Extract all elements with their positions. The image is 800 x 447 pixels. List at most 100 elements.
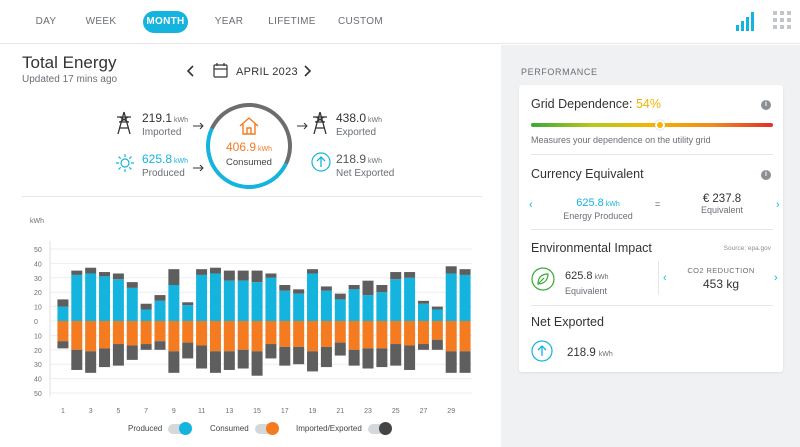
tab-lifetime[interactable]: LIFETIME [268, 16, 316, 27]
info-icon[interactable]: i [761, 100, 771, 110]
imported-stat: 219.1 kWh Imported [142, 109, 188, 138]
bar-imported [182, 342, 194, 359]
bar-produced [265, 277, 277, 321]
divider [531, 154, 773, 155]
grid-dependence-title: Grid Dependence: 54% [531, 97, 661, 111]
tab-week[interactable]: WEEK [85, 16, 117, 27]
bar-produced [459, 274, 471, 321]
bar-exported [334, 293, 346, 300]
bar-exported [459, 269, 471, 275]
x-tick-label: 29 [447, 408, 455, 415]
grid-dependence-value: 54% [635, 97, 661, 111]
bar-produced [126, 287, 138, 321]
prev-month-button[interactable] [186, 64, 196, 82]
y-tick-label: 30 [34, 276, 42, 283]
consumed-label: Consumed [226, 157, 272, 168]
info-icon[interactable]: i [761, 170, 771, 180]
bar-exported [431, 306, 443, 310]
consumed-value: 406.9 [225, 140, 257, 154]
bar-produced [182, 305, 194, 321]
legend-consumed[interactable]: Consumed [210, 422, 279, 435]
x-tick-label: 11 [198, 408, 205, 415]
imported-exported-toggle[interactable] [367, 422, 392, 435]
y-tick-label: 50 [34, 247, 42, 254]
bar-imported [237, 349, 249, 369]
exported-stat: 438.0 kWh Exported [336, 109, 382, 138]
bar-consumed [390, 321, 402, 345]
bar-imported [57, 341, 69, 349]
leaf-icon [531, 267, 555, 296]
produced-value: 625.8 [142, 152, 173, 166]
currency-amount-label: Equivalent [700, 205, 744, 215]
bar-exported [154, 295, 166, 301]
bar-consumed [320, 321, 332, 347]
bar-exported [320, 286, 332, 291]
net-exported-stat: 218.9 kWh Net Exported [336, 150, 394, 179]
legend-imported-exported[interactable]: Imported/Exported [296, 422, 392, 435]
bar-exported [293, 289, 305, 294]
bar-produced [112, 279, 124, 321]
tab-month[interactable]: MONTH [143, 11, 188, 33]
x-tick-label: 17 [281, 408, 289, 415]
y-tick-label: 0 [34, 319, 38, 326]
transmission-tower-icon [114, 111, 134, 140]
tab-custom[interactable]: CUSTOM [338, 16, 383, 27]
chevron-left-icon[interactable]: ‹ [529, 199, 533, 211]
produced-label: Produced [142, 168, 185, 179]
tab-year[interactable]: YEAR [214, 16, 244, 27]
next-month-button[interactable] [302, 64, 312, 82]
bar-imported [431, 339, 443, 350]
divider [531, 305, 773, 306]
calendar-icon[interactable] [213, 62, 228, 83]
bar-produced [140, 309, 152, 321]
bar-consumed [431, 321, 443, 340]
consumed-toggle[interactable] [254, 422, 279, 435]
produced-toggle[interactable] [168, 422, 193, 435]
bar-produced [237, 280, 249, 321]
bar-exported [196, 269, 208, 275]
legend-produced[interactable]: Produced [128, 422, 193, 435]
chevron-right-icon[interactable]: › [774, 272, 778, 284]
y-tick-label: 20 [34, 348, 42, 355]
house-icon [206, 117, 292, 140]
bar-imported [71, 349, 83, 370]
chevron-right-icon[interactable]: › [776, 199, 780, 211]
divider [22, 196, 482, 197]
bar-produced [334, 299, 346, 321]
bar-imported [404, 345, 416, 370]
bar-exported [348, 285, 360, 290]
x-tick-label: 27 [420, 408, 428, 415]
bar-produced [209, 273, 221, 321]
bar-imported [251, 351, 263, 376]
imported-value: 219.1 [142, 111, 173, 125]
net-exported-label: Net Exported [336, 168, 395, 179]
tab-day[interactable]: DAY [35, 16, 57, 27]
x-tick-label: 25 [392, 408, 400, 415]
environmental-source: Source: epa.gov [723, 245, 771, 252]
grid-icon[interactable] [773, 11, 791, 34]
co2-value: 453 kg [702, 277, 740, 291]
bar-consumed [376, 321, 388, 349]
bar-imported [376, 348, 388, 368]
bar-produced [279, 290, 291, 321]
arrow-up-circle-icon [531, 340, 553, 367]
bar-imported [293, 346, 305, 365]
bar-exported [209, 267, 221, 274]
chevron-left-icon[interactable]: ‹ [663, 272, 667, 284]
bar-produced [196, 274, 208, 321]
currency-amount: € 237.8 Equivalent [677, 193, 767, 215]
bar-consumed [223, 321, 235, 352]
bar-produced [348, 289, 360, 321]
bar-produced [57, 306, 69, 321]
bar-exported [404, 272, 416, 278]
bar-produced [223, 280, 235, 321]
bar-produced [99, 276, 111, 321]
produced-stat: 625.8 kWh Produced [142, 150, 188, 179]
bar-consumed [182, 321, 194, 343]
bar-exported [85, 267, 97, 274]
divider [658, 261, 659, 295]
bar-chart-icon[interactable] [736, 11, 754, 36]
bar-exported [223, 270, 235, 281]
bar-imported [417, 344, 429, 350]
bar-consumed [99, 321, 111, 349]
